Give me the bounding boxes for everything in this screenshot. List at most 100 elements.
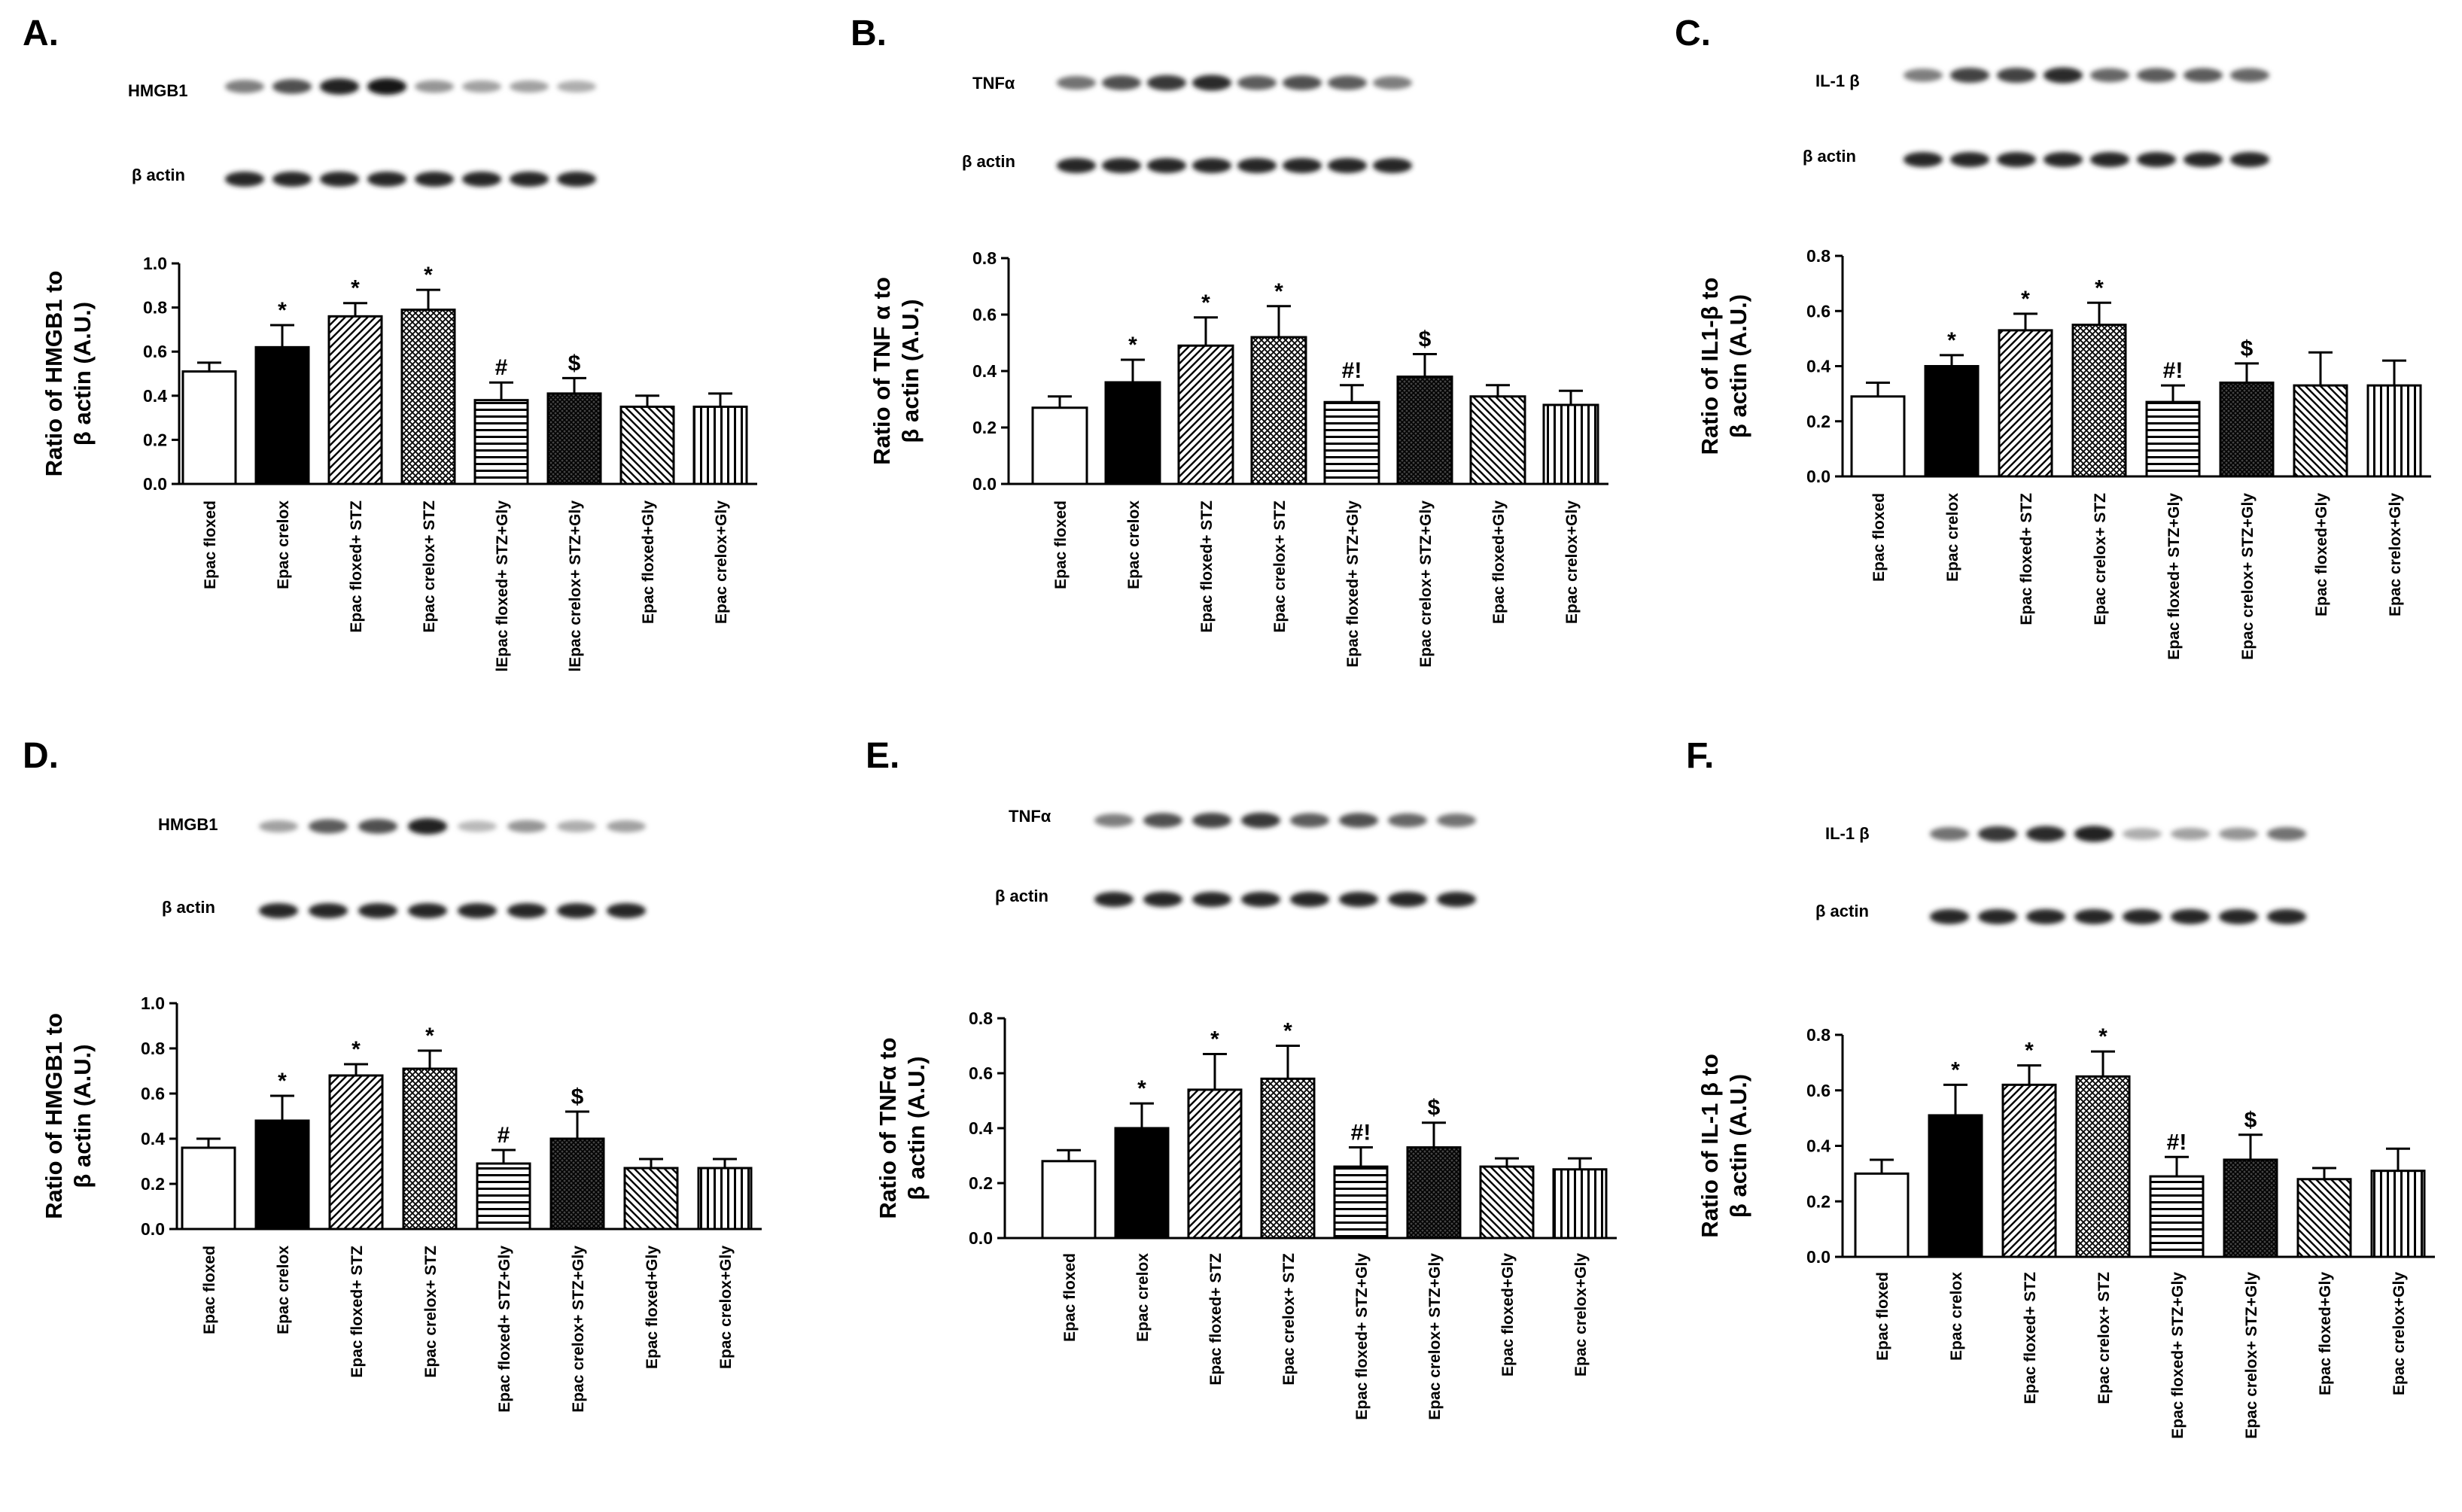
y-axis-label-line1: Ratio of IL-1 β to <box>1697 1054 1723 1238</box>
significance-marker: * <box>1947 328 1956 353</box>
x-category-label-group: Epac floxed+ STZ <box>2022 1272 2039 1404</box>
blot-band <box>1290 813 1329 828</box>
x-category-label-group: Epac crelox <box>275 500 292 589</box>
blot-protein-label: HMGB1 <box>158 815 218 834</box>
x-category-label-group: Epac crelox+ STZ <box>1271 500 1289 633</box>
y-axis-label-line1: Ratio of TNF α to <box>869 277 895 465</box>
y-tick-label: 0.4 <box>1806 1136 1831 1156</box>
y-axis-label: Ratio of TNF α to β actin (A.U.) <box>869 277 924 465</box>
blot-loading-label: β actin <box>1815 902 1869 920</box>
bar <box>2071 324 2127 478</box>
x-category-label: Epac floxed+ STZ <box>1198 500 1216 633</box>
x-category-label: Epac crelox+Gly <box>1572 1253 1590 1377</box>
x-category-label: Epac floxed <box>202 500 219 589</box>
significance-marker: * <box>1274 279 1283 304</box>
blot-protein-label: TNFα <box>972 74 1015 93</box>
panel-e: E. TNFα β actin 0.0 0.2 0.4 0.6 0.8 Ratio of TNF… <box>866 736 1617 1420</box>
y-tick-label: 0.6 <box>141 1084 165 1103</box>
x-category-label-group: Epac floxed+Gly <box>1490 500 1508 624</box>
x-category-label-group: Epac floxed+Gly <box>2317 1272 2334 1395</box>
significance-marker: * <box>2021 287 2030 312</box>
blot-band <box>1904 68 1943 82</box>
blot-protein-label: HMGB1 <box>128 81 187 100</box>
y-tick-label: 0.4 <box>141 1129 165 1148</box>
blot-band <box>2171 909 2210 924</box>
x-category-label: Epac crelox <box>275 1246 292 1334</box>
blot-band <box>2026 826 2065 842</box>
y-tick-label: 0.2 <box>1806 412 1831 431</box>
blot-band <box>1192 813 1231 828</box>
x-category-label: Epac crelox <box>275 500 292 589</box>
blot-loading-label: β actin <box>1803 147 1856 166</box>
y-tick-label: 0.4 <box>972 361 997 381</box>
blot-band <box>1237 158 1277 173</box>
y-tick-label: 0.6 <box>1806 1081 1831 1100</box>
x-category-label-group: Epac crelox <box>1125 500 1143 589</box>
blot-band <box>1143 892 1182 907</box>
blot-band <box>1904 152 1943 167</box>
blot-band <box>358 819 397 834</box>
bar <box>1479 1165 1535 1240</box>
blot-protein-label: TNFα <box>1009 807 1051 826</box>
x-category-label: Epac floxed+Gly <box>2317 1272 2334 1395</box>
y-axis-label-line2: β actin (A.U.) <box>903 1056 930 1200</box>
significance-marker: #! <box>1342 358 1362 383</box>
bar <box>476 1162 531 1231</box>
blot-band <box>309 819 348 834</box>
x-category-label: Epac floxed+ STZ+Gly <box>1344 500 1362 668</box>
blot-band <box>557 81 596 93</box>
blot-band <box>272 79 312 94</box>
bar <box>327 315 383 485</box>
blot-band <box>2171 828 2210 840</box>
blot-band <box>557 172 596 187</box>
bar <box>2075 1075 2131 1258</box>
bar <box>623 1167 679 1231</box>
x-category-label-group: Epac crelox <box>1948 1272 1965 1361</box>
y-axis-label-line2: β actin (A.U.) <box>69 1044 96 1188</box>
blot-band <box>507 903 546 918</box>
y-tick-label: 0.6 <box>969 1063 993 1083</box>
blot-band <box>1143 813 1182 828</box>
bar <box>400 309 456 485</box>
x-category-label: Epac floxed+ STZ <box>348 500 365 633</box>
x-category-label: Epac crelox+ STZ+Gly <box>1417 500 1435 668</box>
y-tick-label: 0.4 <box>143 386 167 406</box>
x-category-label-group: Epac crelox <box>1134 1253 1152 1342</box>
x-category-label-group: Epac floxed+ STZ <box>1198 500 1216 633</box>
x-category-label-group: Epac crelox+ STZ <box>421 500 438 633</box>
bar <box>2370 1170 2426 1258</box>
y-tick-label: 0.2 <box>969 1173 993 1193</box>
y-axis-label: Ratio of HMGB1 to β actin (A.U.) <box>41 271 96 477</box>
panel-a: A. HMGB1 β actin 0.0 0.2 0.4 0.6 0.8 1.0 Ratio of… <box>23 14 757 672</box>
blot-band <box>1241 892 1280 907</box>
x-category-label-group: lEpac crelox+ STZ+Gly <box>567 500 584 672</box>
y-tick-label: 0.6 <box>143 342 167 361</box>
x-category-label-group: Epac floxed+ STZ <box>348 500 365 633</box>
blot-band <box>1192 158 1231 173</box>
bar <box>1323 400 1380 485</box>
significance-marker: # <box>495 355 508 380</box>
x-category-label: Epac crelox+ STZ+Gly <box>2239 493 2257 660</box>
x-category-label-group: Epac crelox+ STZ+Gly <box>2243 1272 2260 1439</box>
x-category-label-group: Epac crelox+ STZ+Gly <box>1426 1253 1444 1420</box>
y-tick-label: 0.2 <box>972 418 997 437</box>
blot-band <box>2137 68 2176 83</box>
panel-letter: F. <box>1686 736 1714 776</box>
y-axis-label-line1: Ratio of TNFα to <box>875 1037 901 1218</box>
x-category-label: Epac floxed+ STZ <box>2022 1272 2039 1404</box>
bar <box>1854 1172 1910 1258</box>
panel-letter: C. <box>1675 14 1711 53</box>
y-axis-label-line1: Ratio of HMGB1 to <box>41 1013 67 1219</box>
x-category-label: Epac floxed+ STZ <box>348 1246 366 1378</box>
x-category-label-group: Epac floxed+ STZ+Gly <box>1344 500 1362 668</box>
bar <box>2001 1083 2057 1258</box>
panel-letter: E. <box>866 736 899 776</box>
x-category-label-group: Epac crelox+ STZ <box>422 1246 440 1378</box>
bar <box>328 1074 384 1231</box>
x-category-label-group: Epac crelox+ STZ <box>2095 1272 2113 1404</box>
bar <box>1552 1168 1608 1240</box>
x-category-label-group: Epac crelox+Gly <box>2390 1272 2408 1395</box>
significance-marker: # <box>498 1123 510 1148</box>
bar <box>1260 1077 1316 1240</box>
x-category-label-group: Epac crelox+ STZ+Gly <box>1417 500 1435 668</box>
